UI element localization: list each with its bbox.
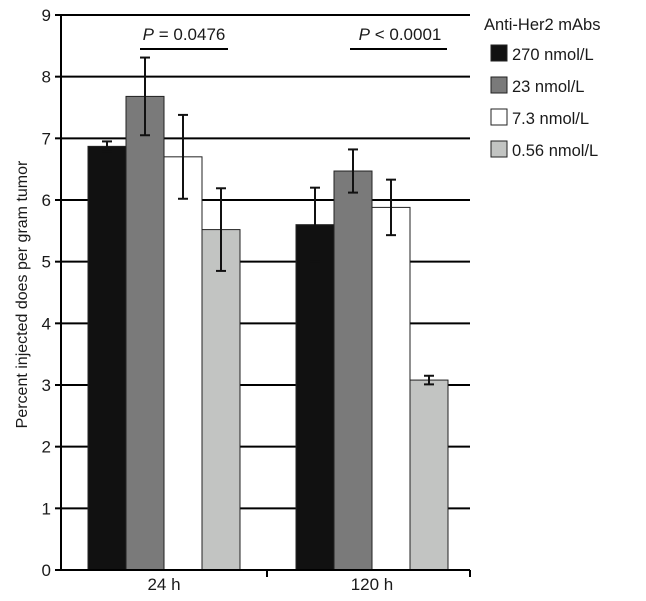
p-value: < 0.0001 <box>370 25 441 44</box>
legend-swatch-4 <box>490 140 508 158</box>
y-tick-label-8: 8 <box>42 68 51 87</box>
y-tick-label-1: 1 <box>42 499 51 518</box>
y-tick-label-6: 6 <box>42 191 51 210</box>
p-symbol: P <box>359 25 371 44</box>
bar-0-56-nmol-l-120-h <box>409 379 449 571</box>
bar-7-3-nmol-l-24-h <box>163 156 203 571</box>
error-bar-270-nmol-l-24-h <box>102 140 112 153</box>
legend-title: Anti-Her2 mAbs <box>484 16 600 34</box>
y-tick-label-9: 9 <box>42 6 51 25</box>
bar-270-nmol-l-120-h <box>295 224 335 571</box>
legend-swatch-1 <box>490 44 508 62</box>
legend-label-4: 0.56 nmol/L <box>512 142 598 160</box>
significance-label-1: P = 0.0476 <box>143 25 226 44</box>
bar-23-nmol-l-120-h <box>333 170 373 571</box>
legend-swatch-2 <box>490 76 508 94</box>
x-tick-label-24-h: 24 h <box>147 575 180 594</box>
error-bar-7-3-nmol-l-24-h <box>178 113 188 200</box>
bar-23-nmol-l-24-h <box>125 95 165 571</box>
bar-7-3-nmol-l-120-h <box>371 206 411 571</box>
legend-label-1: 270 nmol/L <box>512 46 594 64</box>
p-symbol: P <box>143 25 155 44</box>
error-bar-23-nmol-l-120-h <box>348 148 358 194</box>
error-bar-23-nmol-l-24-h <box>140 56 150 137</box>
y-tick-label-7: 7 <box>42 129 51 148</box>
p-value: = 0.0476 <box>154 25 225 44</box>
legend-swatch-3 <box>490 108 508 126</box>
error-bar-0-56-nmol-l-24-h <box>216 187 226 272</box>
bar-270-nmol-l-24-h <box>87 145 127 571</box>
error-bar-270-nmol-l-120-h <box>310 186 320 263</box>
legend: Anti-Her2 mAbs 270 nmol/L 23 nmol/L 7.3 nmo… <box>484 16 600 160</box>
bar-0-56-nmol-l-24-h <box>201 229 241 571</box>
y-tick-label-2: 2 <box>42 438 51 457</box>
error-bar-0-56-nmol-l-120-h <box>424 374 434 386</box>
legend-label-3: 7.3 nmol/L <box>512 110 589 128</box>
y-axis-label: Percent injected does per gram tumor <box>14 160 31 428</box>
y-tick-label-5: 5 <box>42 253 51 272</box>
significance-label-2: P < 0.0001 <box>359 25 442 44</box>
legend-label-2: 23 nmol/L <box>512 78 584 96</box>
y-tick-label-4: 4 <box>42 314 51 333</box>
y-tick-label-0: 0 <box>42 561 51 580</box>
y-tick-label-3: 3 <box>42 376 51 395</box>
error-bar-7-3-nmol-l-120-h <box>386 178 396 237</box>
x-tick-label-120-h: 120 h <box>351 575 394 594</box>
